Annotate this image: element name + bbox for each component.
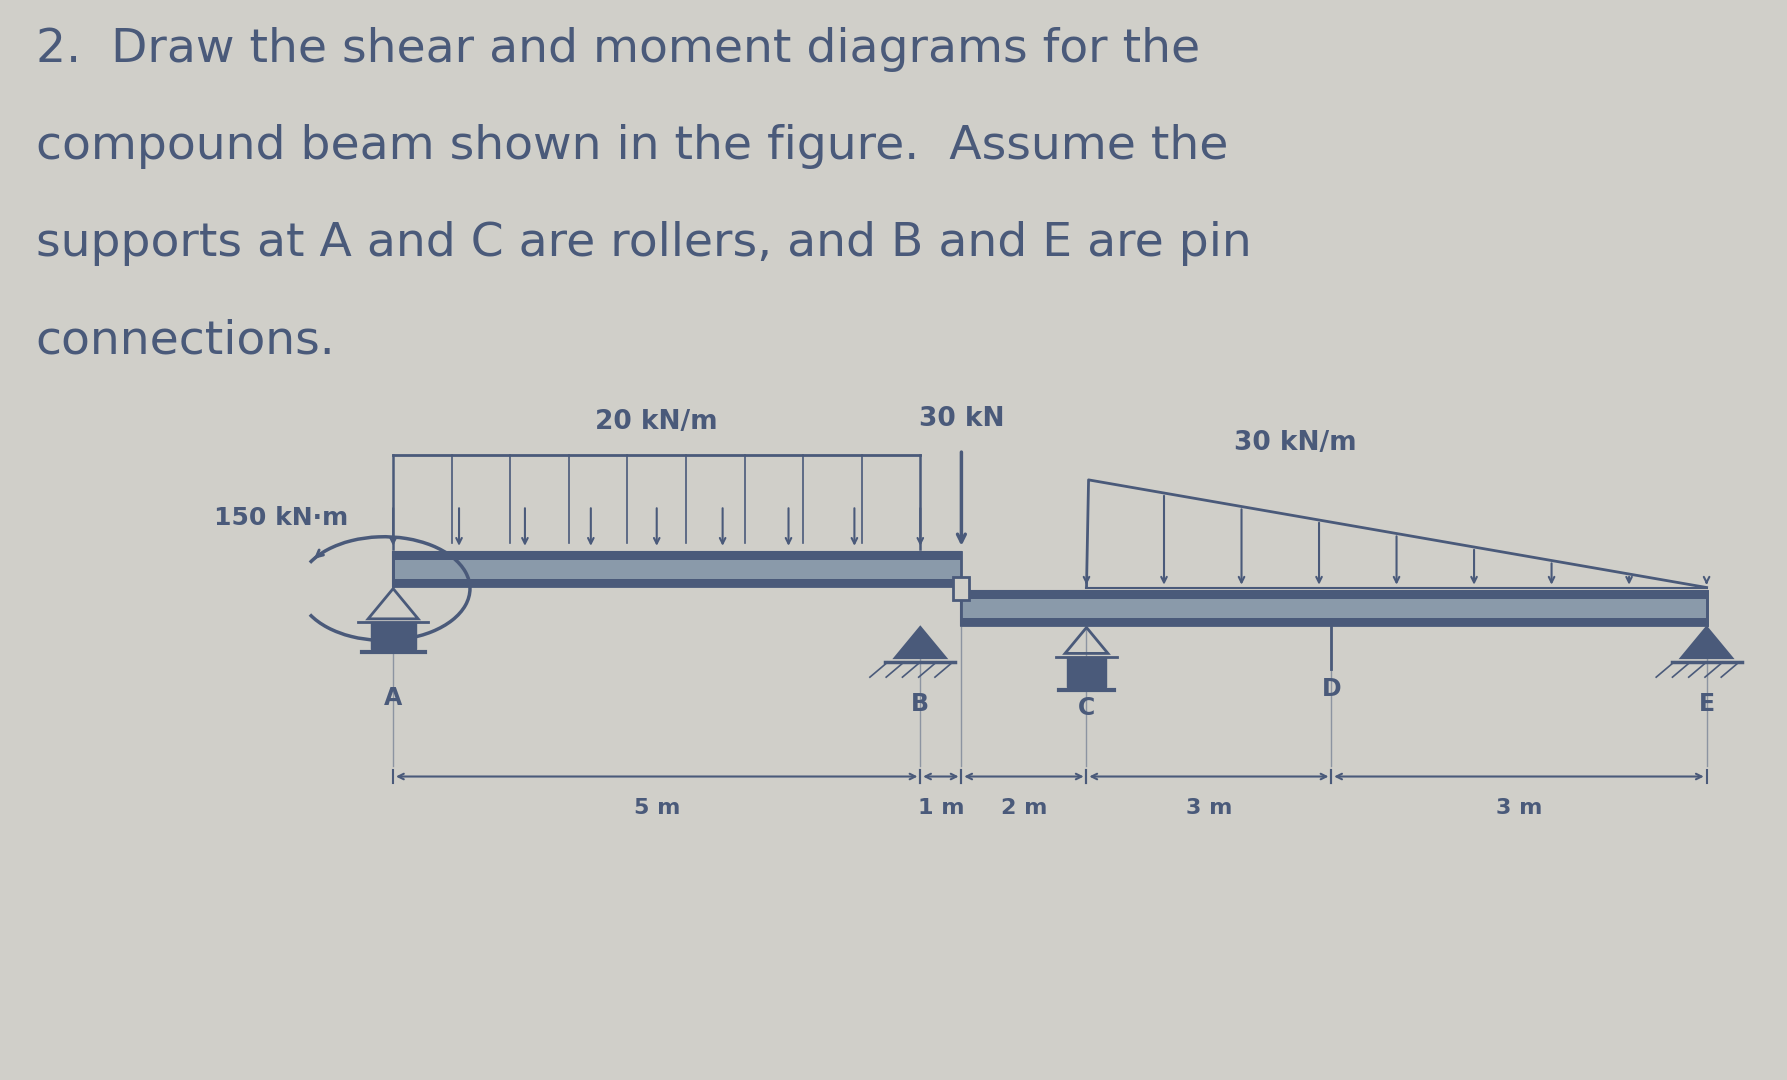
Text: 30 kN: 30 kN (919, 406, 1004, 432)
Text: 20 kN/m: 20 kN/m (595, 409, 718, 435)
Text: compound beam shown in the figure.  Assume the: compound beam shown in the figure. Assum… (36, 124, 1228, 170)
Text: connections.: connections. (36, 319, 336, 364)
Text: E: E (1698, 692, 1716, 716)
Text: 3 m: 3 m (1496, 798, 1542, 819)
Text: 30 kN/m: 30 kN/m (1235, 430, 1356, 456)
Text: B: B (911, 692, 929, 716)
Bar (393, 552, 961, 586)
Polygon shape (895, 627, 945, 658)
Bar (393, 552, 961, 586)
Text: 150 kN·m: 150 kN·m (214, 507, 348, 530)
Text: 2.  Draw the shear and moment diagrams for the: 2. Draw the shear and moment diagrams fo… (36, 27, 1199, 72)
Bar (1067, 657, 1106, 687)
Bar (370, 622, 416, 649)
Text: 5 m: 5 m (634, 798, 679, 819)
Bar (954, 577, 970, 600)
Text: D: D (1322, 677, 1340, 701)
Polygon shape (1682, 627, 1732, 658)
Text: C: C (1078, 696, 1095, 719)
Bar (961, 591, 1707, 625)
Text: 3 m: 3 m (1187, 798, 1231, 819)
Text: 2 m: 2 m (1001, 798, 1047, 819)
Bar (961, 598, 1707, 618)
Text: supports at A and C are rollers, and B and E are pin: supports at A and C are rollers, and B a… (36, 221, 1251, 267)
Bar (961, 591, 1707, 625)
Text: 1 m: 1 m (917, 798, 965, 819)
Text: A: A (384, 686, 402, 710)
Bar (393, 559, 961, 579)
